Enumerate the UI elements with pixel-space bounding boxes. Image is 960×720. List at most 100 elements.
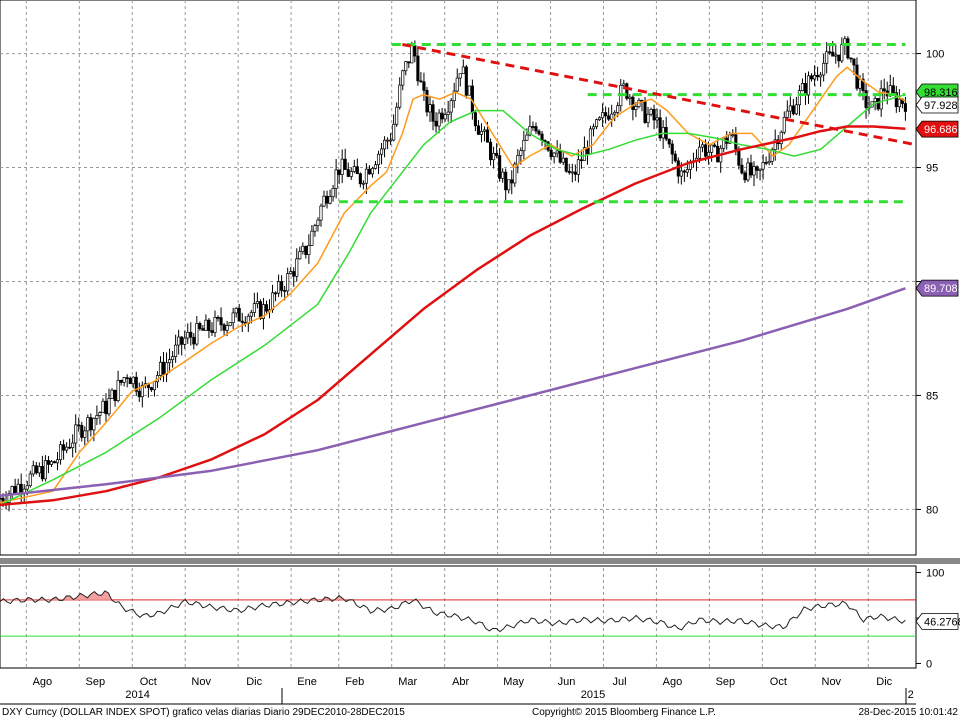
candle-body (134, 376, 138, 392)
candle-body (625, 83, 629, 99)
candle-body (564, 157, 568, 172)
candle-body (413, 45, 417, 57)
candle-body (643, 101, 647, 123)
ma-medium-line (0, 93, 906, 506)
candle-body (504, 171, 508, 191)
candle-body (355, 166, 359, 175)
x-tick-label: Feb (345, 676, 364, 688)
candle-body (816, 74, 820, 78)
candle-body (552, 152, 556, 158)
candle-body (201, 328, 205, 331)
value-tag-label: 89.708 (924, 283, 958, 295)
candle-body (46, 460, 51, 465)
candle-body (728, 134, 732, 144)
candle-body (819, 74, 823, 78)
candle-body (658, 117, 662, 139)
value-tag-box (915, 279, 959, 297)
candle-body (834, 54, 838, 57)
candle-body (752, 166, 756, 176)
candle-body (304, 245, 308, 255)
candle-body (186, 331, 190, 339)
candle-body (464, 66, 468, 96)
candle-body (104, 400, 108, 415)
candle-body (440, 112, 444, 120)
candle-body (861, 78, 865, 92)
candle-body (434, 120, 438, 127)
candle-body (846, 38, 850, 59)
candle-body (322, 195, 326, 207)
candle-body (458, 73, 462, 79)
candle-body (0, 497, 2, 500)
candle-body (168, 359, 172, 364)
candle-body (794, 104, 798, 115)
trend-line (402, 42, 917, 147)
candle-body (37, 466, 41, 474)
candle-body (28, 473, 32, 487)
candle-body (86, 417, 90, 432)
candle-body (31, 465, 35, 475)
candle-body (234, 308, 238, 314)
year-label: 2 (908, 689, 914, 701)
candle-body (840, 44, 844, 62)
price-frame (0, 0, 917, 556)
candle-body (171, 356, 175, 361)
candle-body (531, 126, 535, 128)
rsi-y-tick-label: 100 (926, 568, 944, 580)
candle-body (283, 290, 287, 292)
ma-short-line (0, 66, 906, 504)
candle-body (225, 325, 229, 331)
candle-body (722, 137, 726, 149)
candle-body (822, 62, 826, 76)
candle-body (809, 75, 814, 80)
candle-body (616, 105, 620, 113)
x-tick-label: Oct (770, 676, 787, 688)
candle-body (779, 131, 783, 145)
candle-body (682, 170, 686, 173)
candle-body (522, 139, 526, 152)
candle-body (180, 336, 184, 345)
candle-body (764, 162, 768, 164)
candle-body (673, 153, 677, 162)
candle-body (198, 323, 202, 329)
candle-body (71, 442, 75, 449)
candle-body (216, 316, 220, 319)
candle-body (65, 446, 69, 451)
candle-body (558, 150, 562, 163)
candle-body (16, 483, 20, 494)
candle-body (89, 417, 93, 431)
candle-body (119, 380, 123, 383)
candle-body (495, 153, 499, 156)
candle-body (286, 273, 290, 292)
candle-body (891, 85, 895, 93)
candle-body (398, 84, 402, 108)
candle-body (55, 459, 60, 464)
candle-body (837, 54, 841, 62)
candle-body (428, 104, 432, 113)
candle-body (258, 301, 262, 319)
candle-body (582, 147, 586, 161)
y-tick-label: 85 (926, 390, 938, 402)
candle-body (704, 144, 708, 157)
candle-body (507, 179, 511, 191)
candle-body (158, 361, 163, 376)
candle-body (340, 158, 344, 175)
candle-body (349, 171, 353, 177)
rsi-y-tick-label: 0 (926, 658, 932, 670)
candle-body (416, 55, 420, 82)
candle-body (731, 134, 735, 137)
candle-body (873, 98, 877, 103)
x-tick-label: Abr (452, 676, 469, 688)
candle-body (791, 105, 795, 115)
candle-body (43, 460, 47, 480)
candle-body (610, 113, 614, 120)
candle-body (25, 485, 29, 490)
candle-body (534, 126, 538, 132)
ma-long-line (0, 125, 906, 507)
candle-body (443, 114, 447, 120)
value-tag-label: 96.686 (924, 124, 958, 136)
candle-body (376, 153, 381, 166)
candle-body (252, 303, 256, 313)
candle-body (622, 83, 626, 86)
candle-body (588, 128, 593, 154)
x-tick-label: Mar (398, 676, 417, 688)
